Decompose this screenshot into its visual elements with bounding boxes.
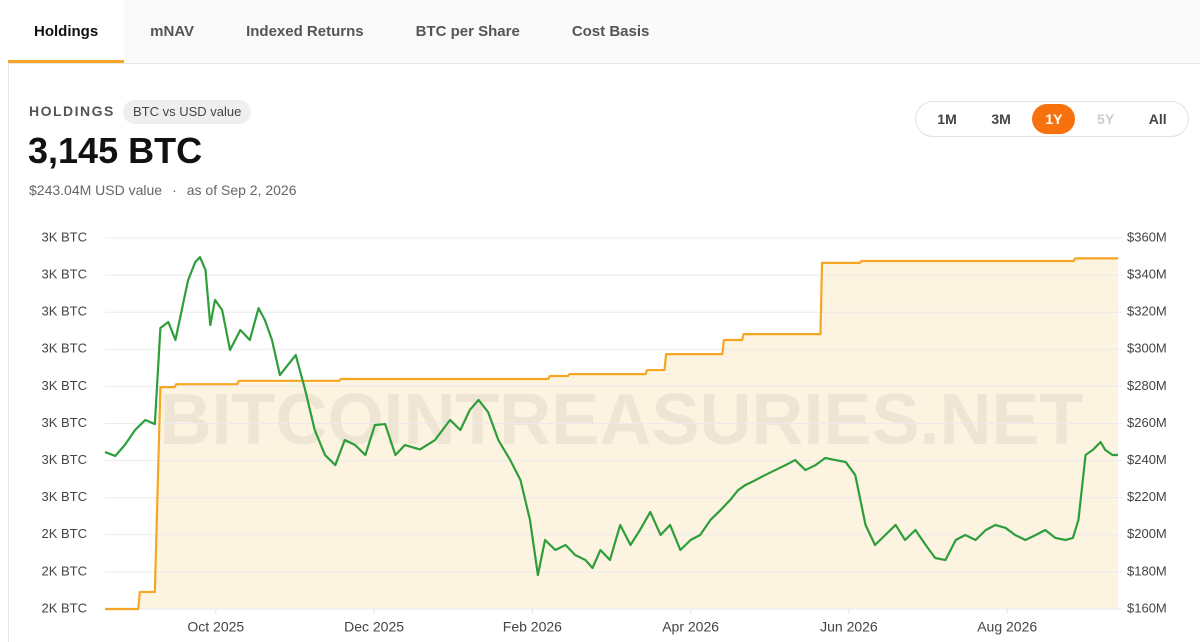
tab[interactable]: Indexed Returns: [246, 23, 364, 40]
holdings-amount: 3,145 BTC: [28, 130, 203, 171]
x-tick-label: Dec 2025: [344, 619, 404, 635]
watermark: BITCOINTREASURIES.NET: [159, 380, 1083, 460]
y2-tick-label: $360M: [1127, 229, 1167, 244]
range-button[interactable]: 1Y: [1032, 104, 1076, 134]
y2-tick-label: $220M: [1127, 489, 1167, 504]
x-tick-label: Jun 2026: [820, 619, 878, 635]
toggle-pill[interactable]: BTC vs USD value: [123, 100, 252, 124]
line: [105, 257, 1118, 611]
usd-value: $243.04M USD value: [29, 182, 163, 198]
y2-tick-label: $180M: [1127, 563, 1167, 578]
y2-tick-label: $340M: [1127, 267, 1167, 282]
y-tick-label: 3K BTC: [41, 452, 87, 467]
tab[interactable]: Holdings: [8, 0, 125, 63]
tab[interactable]: Cost Basis: [571, 23, 650, 40]
line: [104, 256, 1118, 577]
y-tick-label: 3K BTC: [41, 229, 87, 244]
y2-tick-label: $200M: [1127, 526, 1167, 541]
y2-tick-label: $160M: [1127, 600, 1167, 615]
range-button[interactable]: 1M: [937, 111, 957, 127]
y-tick-label: 2K BTC: [41, 526, 87, 541]
y-tick-label: 3K BTC: [41, 341, 87, 356]
range-button: 5Y: [1097, 111, 1115, 127]
as-of: as of Sep 2, 2026: [186, 182, 297, 198]
subtitle: $243.04M USD value · as of Sep 2, 2026: [29, 182, 307, 198]
tab[interactable]: BTC per Share: [415, 23, 520, 40]
x-tick-label: Aug 2026: [977, 619, 1037, 635]
card-edge: [8, 63, 9, 642]
y-tick-label: 2K BTC: [41, 563, 87, 578]
x-tick-label: Oct 2025: [187, 619, 244, 635]
y2-tick-label: $280M: [1127, 378, 1167, 393]
tab-bar: Holdings mNAV Indexed Returns BTC per Share…: [8, 0, 1200, 64]
y-tick-label: 2K BTC: [41, 600, 87, 615]
y-tick-label: 3K BTC: [41, 489, 87, 504]
x-tick-label: Apr 2026: [662, 619, 719, 635]
separator: ·: [172, 182, 177, 198]
range-selector: 1M 3M 1Y 5Y All: [915, 101, 1189, 137]
y2-tick-label: $260M: [1127, 415, 1167, 430]
tab[interactable]: mNAV: [150, 23, 195, 40]
y2-tick-label: $240M: [1127, 452, 1167, 467]
y2-tick-label: $300M: [1127, 341, 1167, 356]
range-button[interactable]: 3M: [991, 111, 1011, 127]
range-button[interactable]: All: [1148, 111, 1167, 127]
y2-tick-label: $320M: [1127, 304, 1167, 319]
y-tick-label: 3K BTC: [41, 304, 87, 319]
x-tick-label: Feb 2026: [503, 619, 562, 635]
section-label: HOLDINGS: [29, 103, 115, 119]
y-tick-label: 3K BTC: [41, 378, 87, 393]
y-tick-label: 3K BTC: [41, 415, 87, 430]
y-tick-label: 3K BTC: [41, 267, 87, 282]
